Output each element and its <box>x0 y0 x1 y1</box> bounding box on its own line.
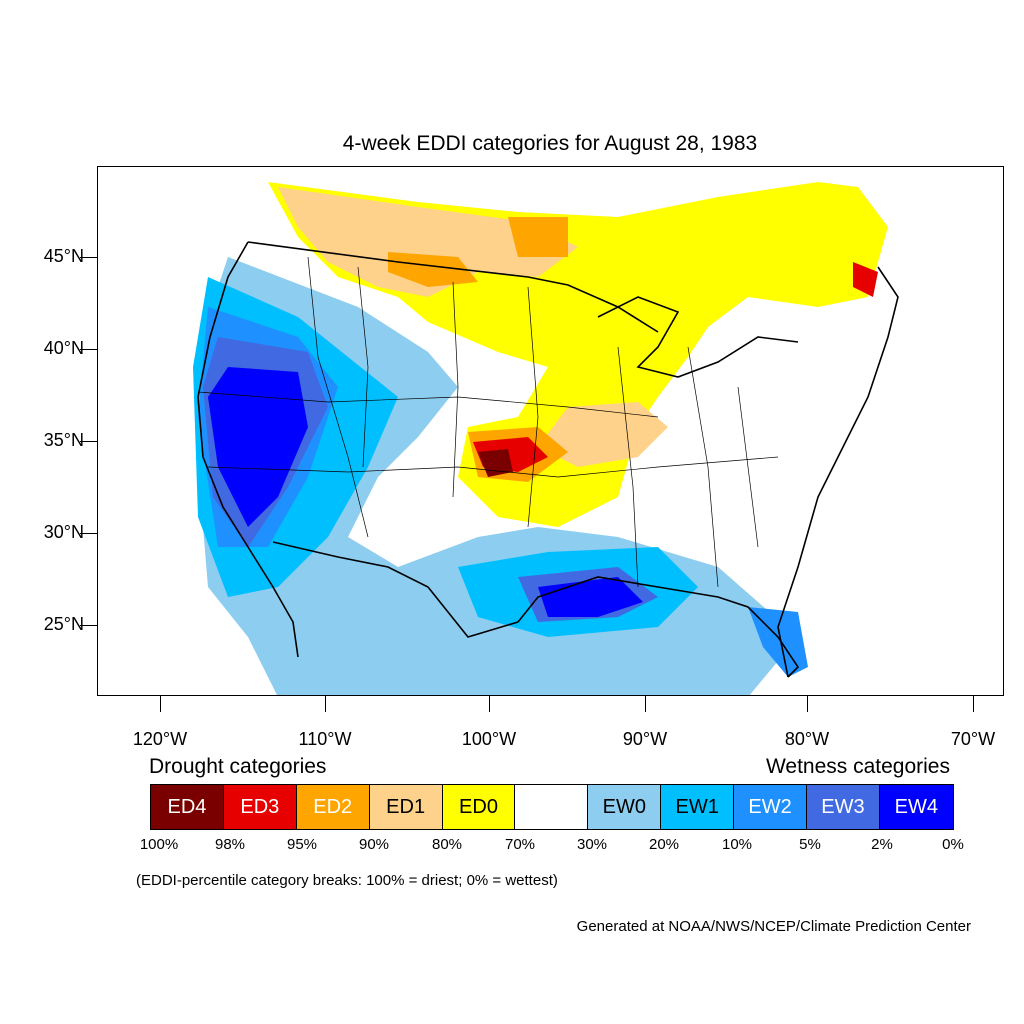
great-lakes <box>597 296 799 378</box>
lon-label-80: 80°W <box>784 729 830 749</box>
lon-tick-90 <box>645 696 646 712</box>
lon-tick-120 <box>160 696 161 712</box>
lat-label-35: 35°N <box>43 430 84 450</box>
legend-box-normal <box>515 785 589 829</box>
break-label: 30% <box>576 836 608 853</box>
east-coast <box>777 266 899 678</box>
ed1-region <box>278 187 578 297</box>
legend-box-ew2: EW2 <box>734 785 808 829</box>
break-label: 5% <box>799 836 821 853</box>
lon-tick-110 <box>325 696 326 712</box>
us-west-coast <box>197 241 299 658</box>
break-label: 95% <box>286 836 318 853</box>
lon-tick-100 <box>489 696 490 712</box>
lat-tick-30 <box>80 533 97 534</box>
category-note: (EDDI-percentile category breaks: 100% =… <box>136 872 558 889</box>
us-mexico-border <box>272 541 519 638</box>
ed2-region <box>388 252 478 287</box>
legend-box-ed2: ED2 <box>296 785 370 829</box>
break-label: 80% <box>431 836 463 853</box>
break-label: 100% <box>139 836 179 853</box>
break-label: 90% <box>358 836 390 853</box>
lat-label-45: 45°N <box>43 246 84 266</box>
lat-tick-25 <box>80 625 97 626</box>
legend-box-ed4: ED4 <box>151 785 224 829</box>
legend-box-ew1: EW1 <box>661 785 735 829</box>
lat-tick-40 <box>80 349 97 350</box>
lon-label-110: 110°W <box>298 729 352 749</box>
break-label: 2% <box>871 836 893 853</box>
map-plot-area <box>97 166 1004 696</box>
break-label: 20% <box>648 836 680 853</box>
lon-label-70: 70°W <box>950 729 996 749</box>
legend-box-ed3: ED3 <box>223 785 297 829</box>
legend-box-ew3: EW3 <box>807 785 880 829</box>
lat-tick-35 <box>80 441 97 442</box>
break-label: 98% <box>214 836 246 853</box>
break-label: 70% <box>504 836 536 853</box>
lon-tick-70 <box>973 696 974 712</box>
drought-zones <box>268 182 888 527</box>
lat-label-30: 30°N <box>43 522 84 542</box>
lon-label-90: 90°W <box>622 729 668 749</box>
ed1-region-east <box>538 402 668 467</box>
break-label: 0% <box>942 836 964 853</box>
credit-line: Generated at NOAA/NWS/NCEP/Climate Predi… <box>576 918 971 935</box>
lat-tick-45 <box>80 257 97 258</box>
legend-box-ed0: ED0 <box>442 785 516 829</box>
wetness-heading: Wetness categories <box>765 755 950 778</box>
drought-heading: Drought categories <box>149 755 327 778</box>
lat-label-40: 40°N <box>43 338 84 358</box>
boundaries <box>197 241 899 678</box>
lat-label-25: 25°N <box>43 614 84 634</box>
legend-box-ed1: ED1 <box>369 785 443 829</box>
lon-tick-80 <box>807 696 808 712</box>
state-lines <box>197 256 779 588</box>
ew4-region-gulf <box>538 577 643 617</box>
ed3-region-me <box>853 262 878 297</box>
eddi-map <box>193 182 899 695</box>
legend-box-ew4: EW4 <box>879 785 953 829</box>
gulf-coast <box>517 576 800 678</box>
break-label: 10% <box>721 836 753 853</box>
lon-label-100: 100°W <box>461 729 517 749</box>
lon-label-120: 120°W <box>132 729 188 749</box>
map-title: 4-week EDDI categories for August 28, 19… <box>342 132 758 155</box>
legend-box-ew0: EW0 <box>588 785 662 829</box>
us-canada-border <box>247 241 659 333</box>
legend-color-bar: ED4 ED3 ED2 ED1 ED0 EW0 EW1 EW2 EW3 EW4 <box>150 784 954 830</box>
ew4-region <box>208 367 308 527</box>
ed2-region-ne <box>508 217 568 257</box>
